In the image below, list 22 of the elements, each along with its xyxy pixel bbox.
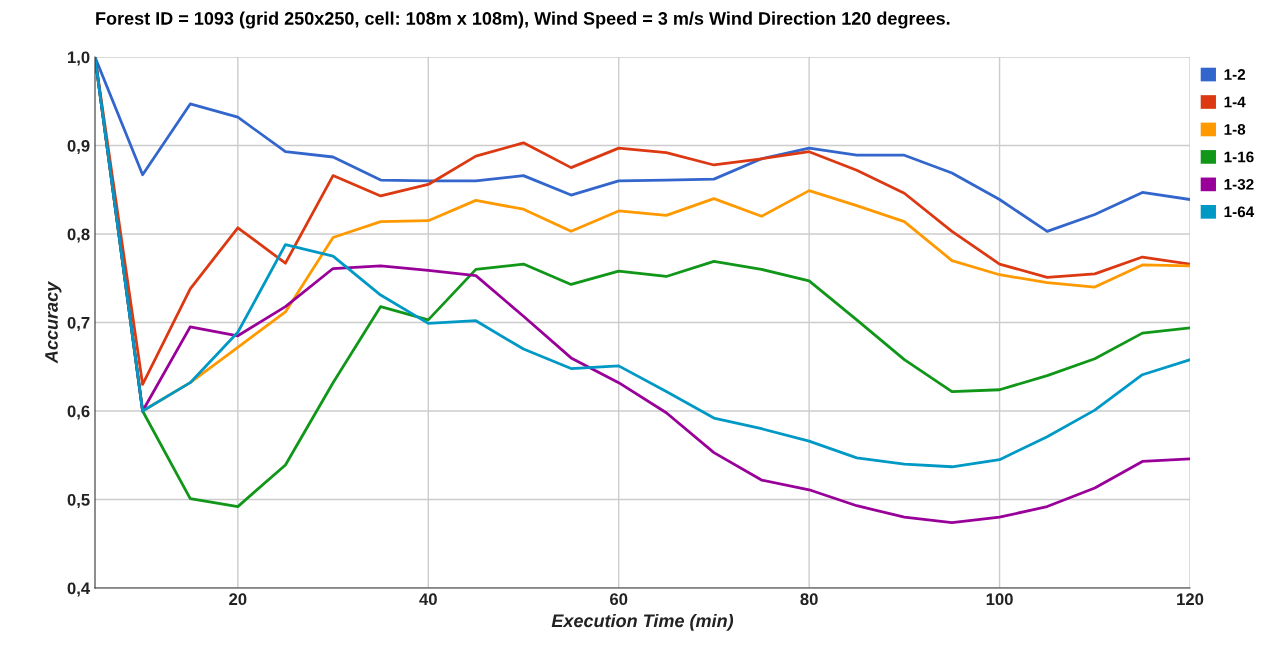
- chart-title: Forest ID = 1093 (grid 250x250, cell: 108m x 108m), Wind Speed = 3 m/s Wind Direction 120 degrees.: [96, 11, 950, 29]
- x-tick-label: 80: [800, 593, 818, 606]
- y-axis-title: Accuracy: [45, 281, 62, 364]
- legend-label: 1-64: [1224, 206, 1255, 218]
- x-tick-label: 60: [610, 593, 628, 606]
- x-tick-label: 120: [1177, 593, 1204, 606]
- legend-label: 1-32: [1224, 178, 1254, 190]
- legend-label: 1-16: [1224, 151, 1254, 163]
- y-tick-label: 0,7: [67, 316, 90, 332]
- legend-label: 1-4: [1224, 96, 1246, 108]
- y-tick-label: 0,8: [67, 228, 90, 243]
- y-tick-label: 0,9: [67, 139, 90, 155]
- x-tick-label: 40: [419, 593, 437, 606]
- x-axis-title: Execution Time (min): [551, 613, 734, 631]
- legend-label: 1-8: [1224, 124, 1246, 135]
- y-tick-label: 0,6: [67, 405, 90, 420]
- y-tick-label: 1,0: [68, 51, 90, 66]
- y-tick-label: 0,5: [67, 493, 90, 509]
- x-tick-label: 100: [986, 593, 1013, 606]
- legend-label: 1-2: [1224, 69, 1246, 80]
- y-tick-label: 0,4: [67, 582, 91, 597]
- x-tick-label: 20: [229, 593, 247, 606]
